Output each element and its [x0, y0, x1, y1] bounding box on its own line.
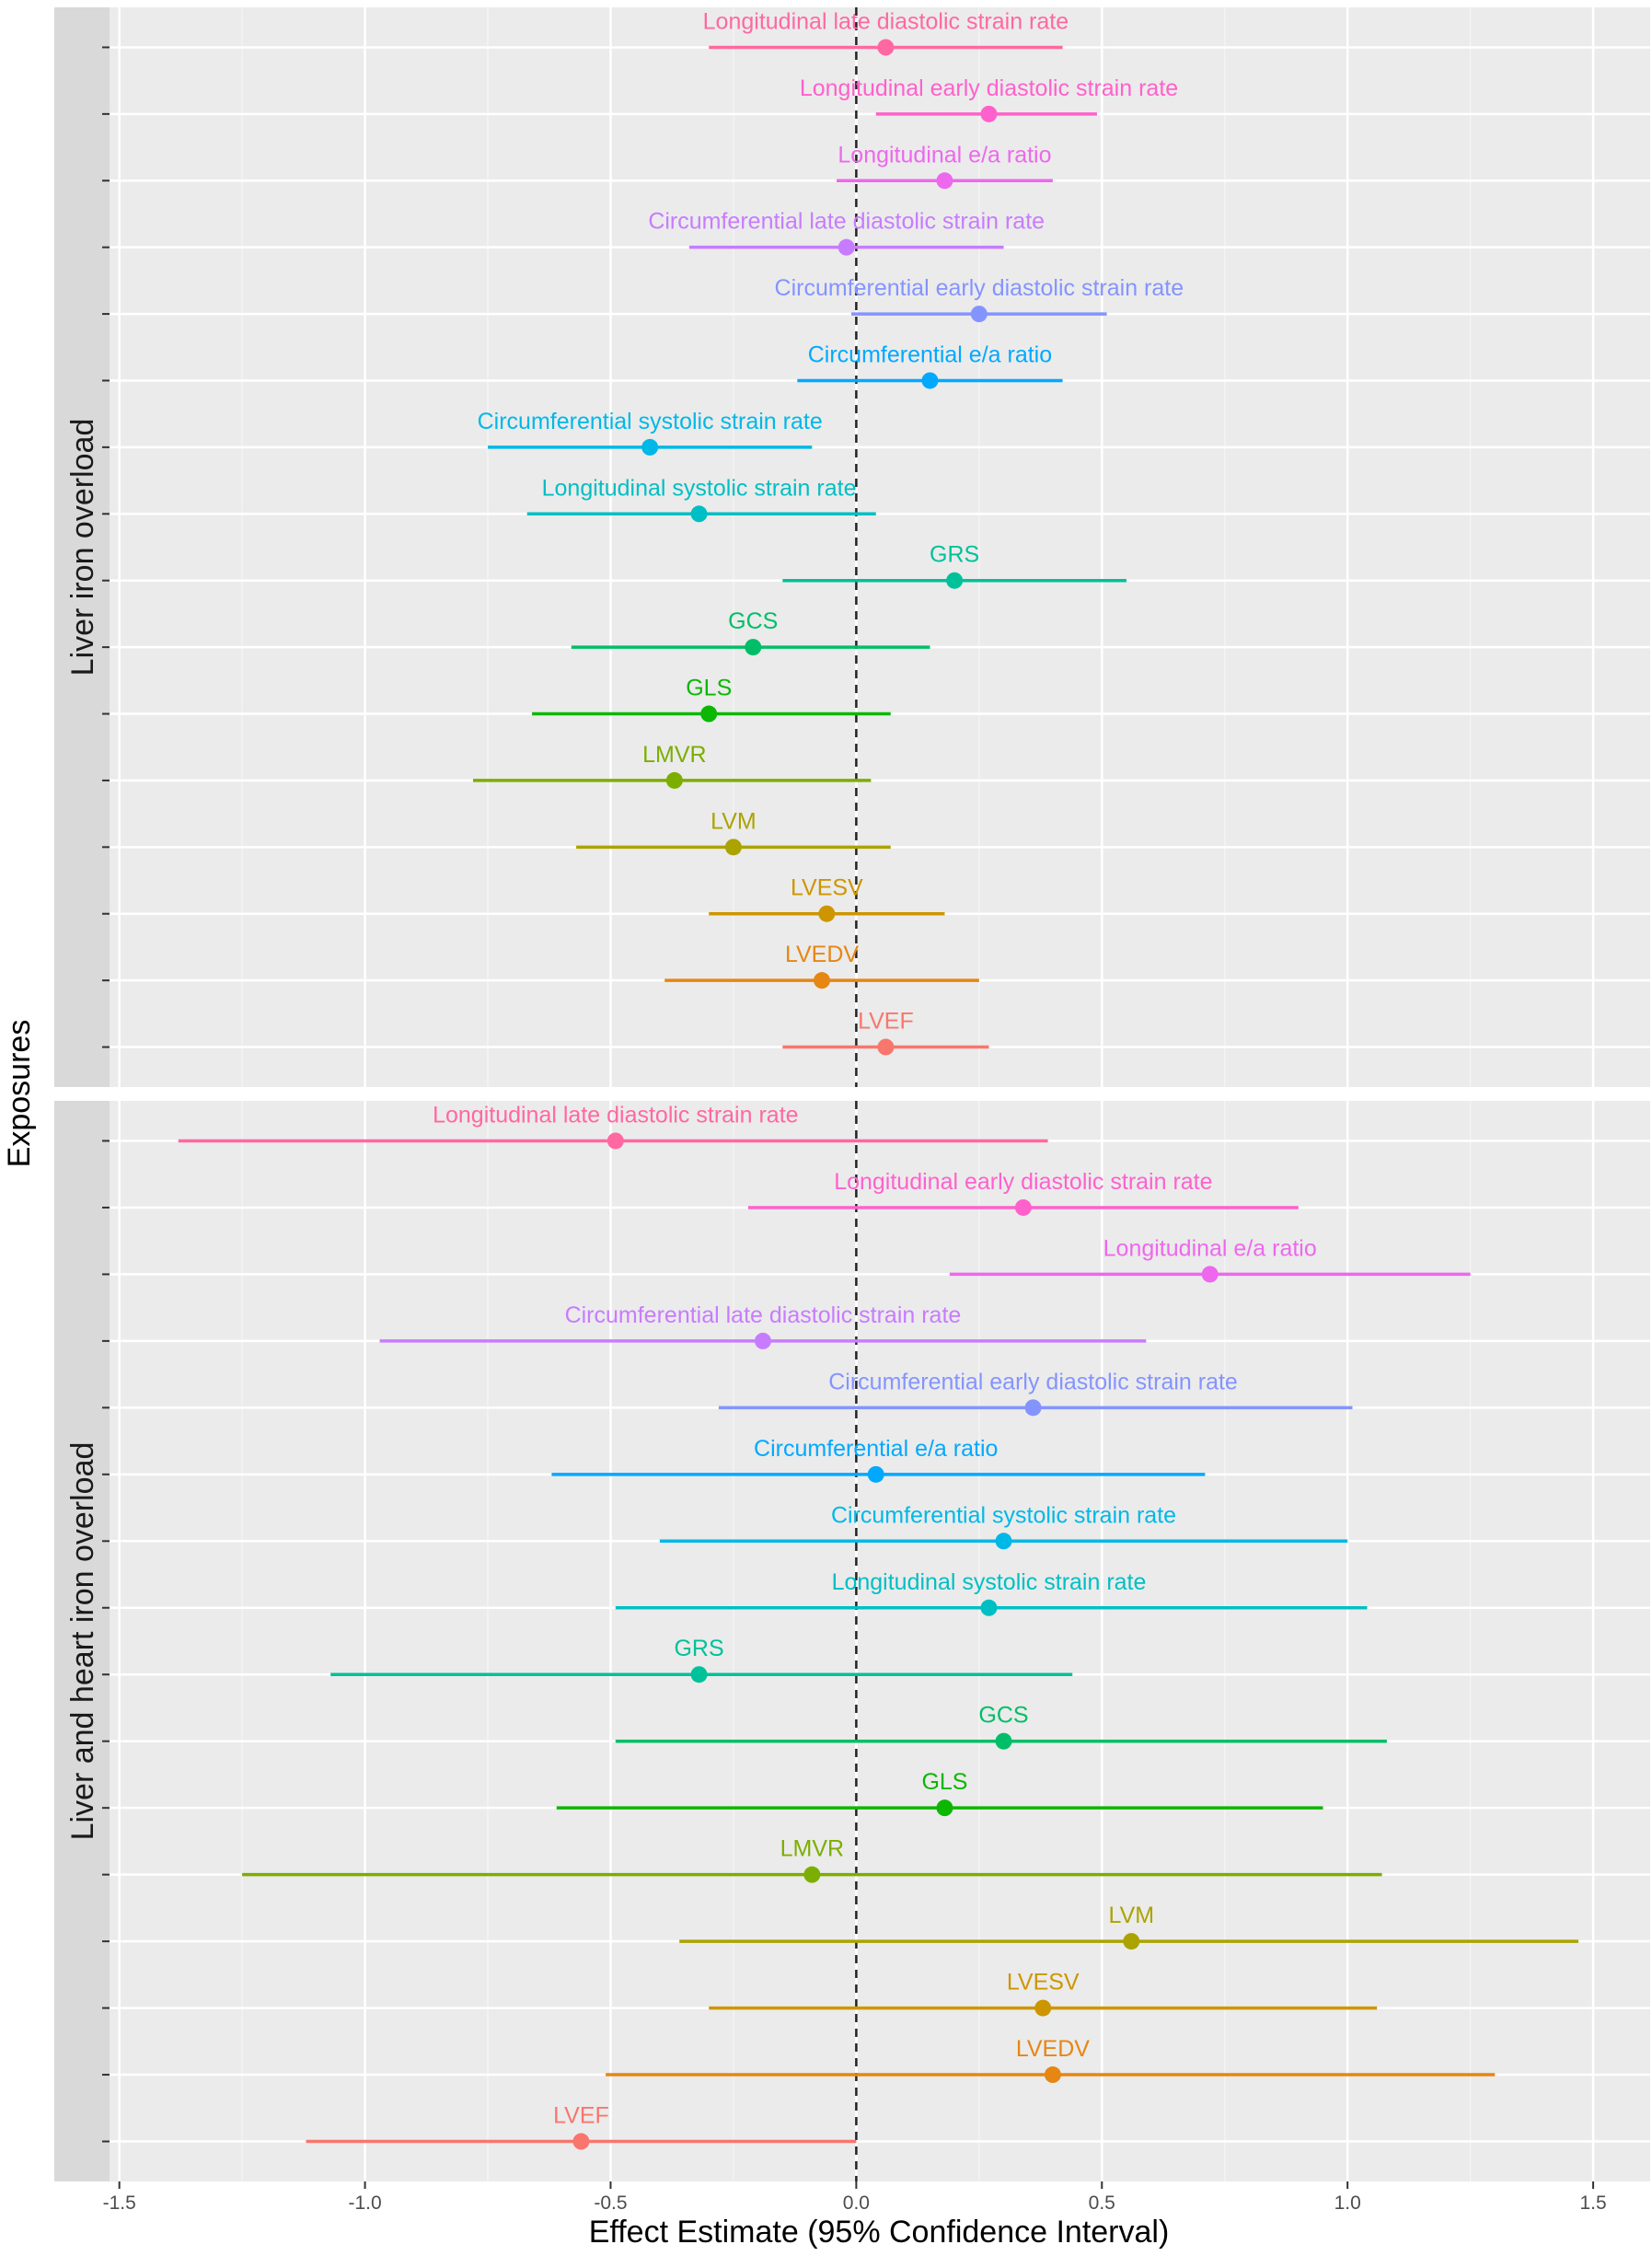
row-label: Circumferential early diastolic strain r… [828, 1369, 1238, 1394]
row-label: LVESV [791, 875, 863, 901]
point-estimate [818, 905, 836, 922]
row-label: LMVR [780, 1836, 844, 1862]
facet-strip [54, 1101, 110, 2181]
y-axis-title: Exposures [2, 1020, 37, 1168]
point-estimate [921, 372, 939, 389]
row-label: GRS [930, 542, 979, 568]
point-estimate [1201, 1266, 1219, 1283]
row-label: Longitudinal late diastolic strain rate [433, 1102, 798, 1128]
row-label: Longitudinal systolic strain rate [542, 475, 857, 501]
row-label: Longitudinal e/a ratio [838, 142, 1051, 168]
row-label: Longitudinal late diastolic strain rate [703, 8, 1069, 34]
point-estimate [665, 771, 683, 789]
point-estimate [995, 1732, 1012, 1750]
point-estimate [724, 839, 742, 856]
row-label: LVEF [553, 2103, 609, 2129]
facet-strip-label: Liver iron overload [65, 419, 100, 677]
row-label: LVESV [1007, 1970, 1080, 1996]
row-label: GRS [674, 1636, 723, 1661]
row-label: LVEDV [785, 942, 859, 967]
panel-background [110, 7, 1650, 1087]
panel-background [110, 1101, 1650, 2181]
point-estimate [690, 1666, 708, 1683]
point-estimate [838, 238, 855, 256]
row-label: Circumferential e/a ratio [754, 1436, 998, 1462]
x-tick-label: 0.5 [1089, 2192, 1115, 2214]
point-estimate [867, 1465, 884, 1483]
point-estimate [803, 1866, 821, 1883]
x-tick-label: 1.0 [1334, 2192, 1361, 2214]
point-estimate [980, 1599, 998, 1616]
point-estimate [946, 572, 964, 589]
row-label: LVEF [858, 1009, 914, 1035]
row-label: Longitudinal early diastolic strain rate [800, 75, 1178, 101]
row-label: GCS [978, 1703, 1028, 1729]
row-label: Longitudinal systolic strain rate [832, 1569, 1147, 1595]
point-estimate [936, 1799, 953, 1817]
point-estimate [572, 2133, 590, 2150]
point-estimate [936, 172, 953, 190]
x-axis-title: Effect Estimate (95% Confidence Interval… [589, 2215, 1170, 2250]
row-label: Circumferential e/a ratio [808, 341, 1052, 367]
x-tick-label: 1.5 [1579, 2192, 1606, 2214]
point-estimate [1034, 1999, 1052, 2017]
facet-strip-label: Liver and heart iron overload [65, 1442, 100, 1841]
x-tick-label: 0.0 [843, 2192, 870, 2214]
point-estimate [877, 1038, 895, 1056]
point-estimate [995, 1533, 1012, 1550]
row-label: LVEDV [1016, 2036, 1090, 2062]
point-estimate [641, 438, 659, 456]
x-tick-label: -0.5 [594, 2192, 627, 2214]
row-label: GLS [686, 676, 732, 701]
panel-2: Liver and heart iron overload Longitudina… [54, 1101, 1650, 2181]
row-label: GLS [921, 1769, 967, 1795]
x-tick-label: -1.5 [103, 2192, 136, 2214]
point-estimate [980, 105, 998, 122]
row-label: GCS [728, 608, 778, 634]
row-label: Circumferential systolic strain rate [831, 1502, 1176, 1528]
row-label: Circumferential early diastolic strain r… [775, 275, 1184, 301]
row-label: Circumferential systolic strain rate [478, 409, 823, 434]
point-estimate [1044, 2066, 1061, 2084]
x-tick-label: -1.0 [348, 2192, 381, 2214]
row-label: Longitudinal e/a ratio [1103, 1235, 1317, 1261]
facet-strip [54, 7, 110, 1087]
point-estimate [970, 306, 988, 323]
point-estimate [877, 39, 895, 56]
row-label: LVM [710, 808, 757, 834]
point-estimate [814, 972, 831, 989]
point-estimate [754, 1332, 771, 1349]
point-estimate [1014, 1198, 1032, 1216]
point-estimate [690, 505, 708, 523]
row-label: Longitudinal early diastolic strain rate [834, 1169, 1212, 1195]
row-label: LVM [1109, 1903, 1155, 1928]
point-estimate [1024, 1399, 1042, 1417]
point-estimate [700, 705, 718, 723]
row-label: Circumferential late diastolic strain ra… [648, 209, 1045, 235]
panel-1: Liver iron overload Longitudinal late dia… [54, 7, 1650, 1087]
point-estimate [1123, 1933, 1140, 1950]
row-label: LMVR [642, 742, 706, 768]
row-label: Circumferential late diastolic strain ra… [565, 1302, 962, 1328]
point-estimate [607, 1132, 624, 1150]
point-estimate [745, 639, 762, 656]
